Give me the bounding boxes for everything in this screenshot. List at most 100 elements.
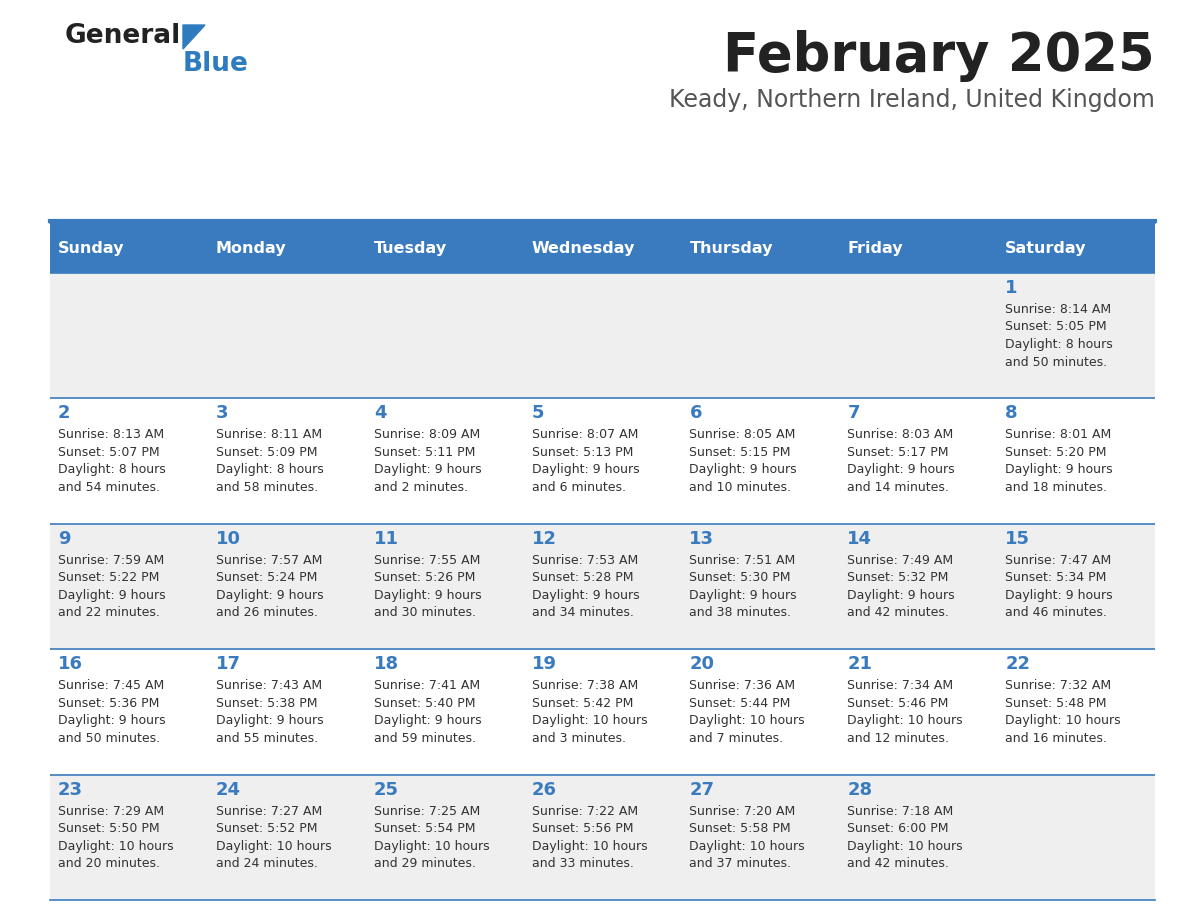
Text: Sunrise: 7:32 AM: Sunrise: 7:32 AM xyxy=(1005,679,1111,692)
Bar xyxy=(366,524,524,649)
Bar xyxy=(50,775,208,900)
Text: Daylight: 9 hours: Daylight: 9 hours xyxy=(1005,464,1113,476)
Text: Sunrise: 7:27 AM: Sunrise: 7:27 AM xyxy=(216,804,322,818)
Text: and 26 minutes.: and 26 minutes. xyxy=(216,606,317,620)
Text: Sunrise: 7:57 AM: Sunrise: 7:57 AM xyxy=(216,554,322,566)
Text: Sunset: 5:42 PM: Sunset: 5:42 PM xyxy=(531,697,633,710)
Text: 8: 8 xyxy=(1005,405,1018,422)
Bar xyxy=(50,524,208,649)
Text: and 7 minutes.: and 7 minutes. xyxy=(689,732,784,744)
Text: Daylight: 9 hours: Daylight: 9 hours xyxy=(847,588,955,602)
Bar xyxy=(208,223,366,273)
Bar xyxy=(50,273,208,398)
Bar xyxy=(208,273,366,398)
Text: Sunrise: 8:01 AM: Sunrise: 8:01 AM xyxy=(1005,429,1112,442)
Text: 3: 3 xyxy=(216,405,228,422)
Text: Sunset: 5:20 PM: Sunset: 5:20 PM xyxy=(1005,446,1107,459)
Text: Sunset: 5:46 PM: Sunset: 5:46 PM xyxy=(847,697,949,710)
Text: Sunset: 5:50 PM: Sunset: 5:50 PM xyxy=(58,823,159,835)
Bar xyxy=(997,398,1155,524)
Text: 7: 7 xyxy=(847,405,860,422)
Text: 24: 24 xyxy=(216,780,241,799)
Text: and 3 minutes.: and 3 minutes. xyxy=(531,732,626,744)
Text: Tuesday: Tuesday xyxy=(374,241,447,255)
Text: Sunday: Sunday xyxy=(58,241,125,255)
Text: Daylight: 8 hours: Daylight: 8 hours xyxy=(1005,338,1113,351)
Text: Sunset: 5:44 PM: Sunset: 5:44 PM xyxy=(689,697,791,710)
Text: Wednesday: Wednesday xyxy=(531,241,634,255)
Text: Sunrise: 7:47 AM: Sunrise: 7:47 AM xyxy=(1005,554,1112,566)
Text: Friday: Friday xyxy=(847,241,903,255)
Bar xyxy=(208,649,366,775)
Bar xyxy=(997,775,1155,900)
Text: Daylight: 8 hours: Daylight: 8 hours xyxy=(58,464,166,476)
Text: Sunset: 5:13 PM: Sunset: 5:13 PM xyxy=(531,446,633,459)
Text: Daylight: 9 hours: Daylight: 9 hours xyxy=(374,714,481,727)
Bar xyxy=(524,524,682,649)
Bar xyxy=(839,775,997,900)
Bar xyxy=(839,223,997,273)
Text: Daylight: 10 hours: Daylight: 10 hours xyxy=(531,840,647,853)
Text: Sunrise: 7:51 AM: Sunrise: 7:51 AM xyxy=(689,554,796,566)
Bar xyxy=(50,223,208,273)
Text: Sunset: 5:24 PM: Sunset: 5:24 PM xyxy=(216,571,317,584)
Bar xyxy=(524,775,682,900)
Text: Sunrise: 8:13 AM: Sunrise: 8:13 AM xyxy=(58,429,164,442)
Text: Sunrise: 7:41 AM: Sunrise: 7:41 AM xyxy=(374,679,480,692)
Text: Sunset: 5:58 PM: Sunset: 5:58 PM xyxy=(689,823,791,835)
Bar xyxy=(208,398,366,524)
Text: General: General xyxy=(65,23,182,49)
Text: 2: 2 xyxy=(58,405,70,422)
Text: Saturday: Saturday xyxy=(1005,241,1087,255)
Text: and 16 minutes.: and 16 minutes. xyxy=(1005,732,1107,744)
Text: Daylight: 9 hours: Daylight: 9 hours xyxy=(847,464,955,476)
Text: 5: 5 xyxy=(531,405,544,422)
Bar xyxy=(997,524,1155,649)
Text: Daylight: 9 hours: Daylight: 9 hours xyxy=(58,714,165,727)
Text: and 22 minutes.: and 22 minutes. xyxy=(58,606,160,620)
Bar xyxy=(366,649,524,775)
Polygon shape xyxy=(183,25,206,49)
Text: Daylight: 9 hours: Daylight: 9 hours xyxy=(58,588,165,602)
Text: Sunset: 6:00 PM: Sunset: 6:00 PM xyxy=(847,823,949,835)
Text: Daylight: 10 hours: Daylight: 10 hours xyxy=(1005,714,1120,727)
Bar xyxy=(997,649,1155,775)
Text: Sunset: 5:30 PM: Sunset: 5:30 PM xyxy=(689,571,791,584)
Text: Sunset: 5:05 PM: Sunset: 5:05 PM xyxy=(1005,320,1107,333)
Text: and 55 minutes.: and 55 minutes. xyxy=(216,732,318,744)
Text: and 14 minutes.: and 14 minutes. xyxy=(847,481,949,494)
Text: 4: 4 xyxy=(374,405,386,422)
Bar xyxy=(997,273,1155,398)
Text: 26: 26 xyxy=(531,780,556,799)
Text: Daylight: 10 hours: Daylight: 10 hours xyxy=(847,840,963,853)
Text: 28: 28 xyxy=(847,780,872,799)
Text: Daylight: 8 hours: Daylight: 8 hours xyxy=(216,464,323,476)
Text: Sunset: 5:56 PM: Sunset: 5:56 PM xyxy=(531,823,633,835)
Text: and 42 minutes.: and 42 minutes. xyxy=(847,606,949,620)
Bar xyxy=(839,649,997,775)
Text: Monday: Monday xyxy=(216,241,286,255)
Text: Sunrise: 7:45 AM: Sunrise: 7:45 AM xyxy=(58,679,164,692)
Text: Sunrise: 8:07 AM: Sunrise: 8:07 AM xyxy=(531,429,638,442)
Text: Sunset: 5:38 PM: Sunset: 5:38 PM xyxy=(216,697,317,710)
Text: Sunrise: 7:43 AM: Sunrise: 7:43 AM xyxy=(216,679,322,692)
Text: 15: 15 xyxy=(1005,530,1030,548)
Bar xyxy=(208,775,366,900)
Text: Thursday: Thursday xyxy=(689,241,773,255)
Text: Sunrise: 7:18 AM: Sunrise: 7:18 AM xyxy=(847,804,954,818)
Text: Sunset: 5:32 PM: Sunset: 5:32 PM xyxy=(847,571,949,584)
Text: and 54 minutes.: and 54 minutes. xyxy=(58,481,160,494)
Text: Keady, Northern Ireland, United Kingdom: Keady, Northern Ireland, United Kingdom xyxy=(669,88,1155,112)
Text: 6: 6 xyxy=(689,405,702,422)
Text: Sunrise: 7:55 AM: Sunrise: 7:55 AM xyxy=(374,554,480,566)
Text: and 37 minutes.: and 37 minutes. xyxy=(689,857,791,870)
Text: Blue: Blue xyxy=(183,51,248,77)
Text: Sunset: 5:26 PM: Sunset: 5:26 PM xyxy=(374,571,475,584)
Text: 9: 9 xyxy=(58,530,70,548)
Bar xyxy=(208,524,366,649)
Text: Sunrise: 8:03 AM: Sunrise: 8:03 AM xyxy=(847,429,954,442)
Text: and 18 minutes.: and 18 minutes. xyxy=(1005,481,1107,494)
Bar xyxy=(524,398,682,524)
Text: 12: 12 xyxy=(531,530,556,548)
Text: and 10 minutes.: and 10 minutes. xyxy=(689,481,791,494)
